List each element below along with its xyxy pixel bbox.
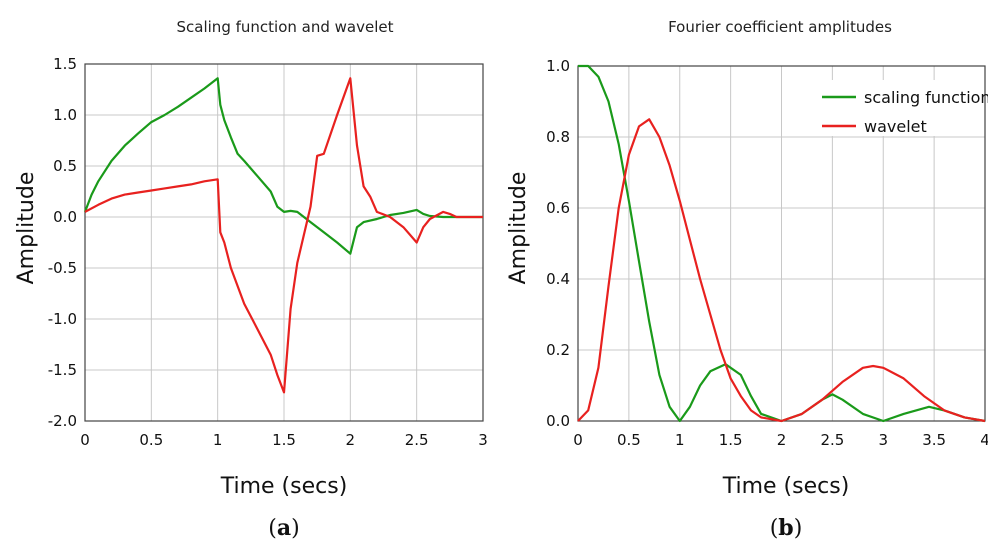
panel-a-caption-letter: a (277, 515, 291, 541)
y-tick-label: 0.0 (546, 412, 570, 430)
panel-b-x-axis-label: Time (secs) (722, 474, 850, 499)
y-tick-label: 0.4 (546, 270, 570, 288)
panel-b-y-ticks: 1.0 0.8 0.6 0.4 0.2 0.0 (546, 57, 570, 430)
panel-a-series (83, 77, 483, 394)
y-tick-label: 0.6 (546, 199, 570, 217)
y-tick-label: -2.0 (48, 412, 77, 430)
x-tick-label: 0.5 (617, 431, 641, 449)
panel-a-frame (84, 63, 484, 422)
x-tick-label: 0 (573, 431, 583, 449)
panel-a-y-axis-label: Amplitude (14, 172, 39, 285)
x-tick-label: 1.5 (719, 431, 743, 449)
panel-b-caption-letter: b (778, 515, 793, 541)
x-tick-label: 3 (878, 431, 888, 449)
series-line-red (84, 77, 483, 394)
x-tick-label: 0.5 (139, 431, 163, 449)
x-tick-label: 2.5 (405, 431, 429, 449)
series-line-green (83, 77, 483, 255)
y-tick-label: -1.0 (48, 310, 77, 328)
panel-b-title: Fourier coefficient amplitudes (668, 18, 892, 36)
y-tick-label: 0.0 (53, 208, 77, 226)
panel-b-caption-open: ( (770, 516, 779, 541)
y-tick-label: 0.5 (53, 157, 77, 175)
legend-wavelet-label: wavelet (864, 117, 927, 136)
y-tick-label: -1.5 (48, 361, 77, 379)
panel-a-chart: Scaling function and wavelet 1.5 1.0 0.5 0.… (14, 18, 488, 541)
panel-b-x-ticks: 0 0.5 1 1.5 2 2.5 3 3.5 4 (573, 431, 988, 449)
x-tick-label: 1.5 (272, 431, 296, 449)
y-tick-label: 1.0 (546, 57, 570, 75)
x-tick-label: 4 (980, 431, 988, 449)
x-tick-label: 3 (478, 431, 488, 449)
panel-b-caption-close: ) (794, 516, 803, 541)
legend-scaling-function-label: scaling function (864, 88, 988, 107)
panel-b-series (577, 64, 986, 423)
x-tick-label: 1 (675, 431, 685, 449)
panel-a-x-ticks: 0 0.5 1 1.5 2 2.5 3 (80, 431, 488, 449)
panel-a-grid (84, 63, 484, 422)
panel-b-legend: scaling function wavelet (812, 80, 988, 136)
panel-a-caption: (a) (268, 515, 299, 541)
panel-a-x-axis-label: Time (secs) (220, 474, 348, 499)
x-tick-label: 1 (213, 431, 223, 449)
panel-a-title: Scaling function and wavelet (177, 18, 394, 36)
x-tick-label: 2 (777, 431, 787, 449)
x-tick-label: 2.5 (820, 431, 844, 449)
y-tick-label: 1.0 (53, 106, 77, 124)
x-tick-label: 0 (80, 431, 90, 449)
y-tick-label: -0.5 (48, 259, 77, 277)
panel-b-y-axis-label: Amplitude (506, 172, 531, 285)
y-tick-label: 0.2 (546, 341, 570, 359)
series-line-scaling-function (578, 64, 986, 423)
x-tick-label: 3.5 (922, 431, 946, 449)
panel-a-y-ticks: 1.5 1.0 0.5 0.0 -0.5 -1.0 -1.5 -2.0 (48, 55, 77, 430)
panel-b-caption: (b) (770, 515, 803, 541)
x-tick-label: 2 (346, 431, 356, 449)
y-tick-label: 1.5 (53, 55, 77, 73)
panel-a-caption-close: ) (291, 516, 300, 541)
y-tick-label: 0.8 (546, 128, 570, 146)
panel-a-caption-open: ( (268, 516, 277, 541)
series-line-wavelet (577, 118, 986, 423)
panel-b-chart: Fourier coefficient amplitudes 1.0 0.8 0.6… (506, 18, 988, 541)
